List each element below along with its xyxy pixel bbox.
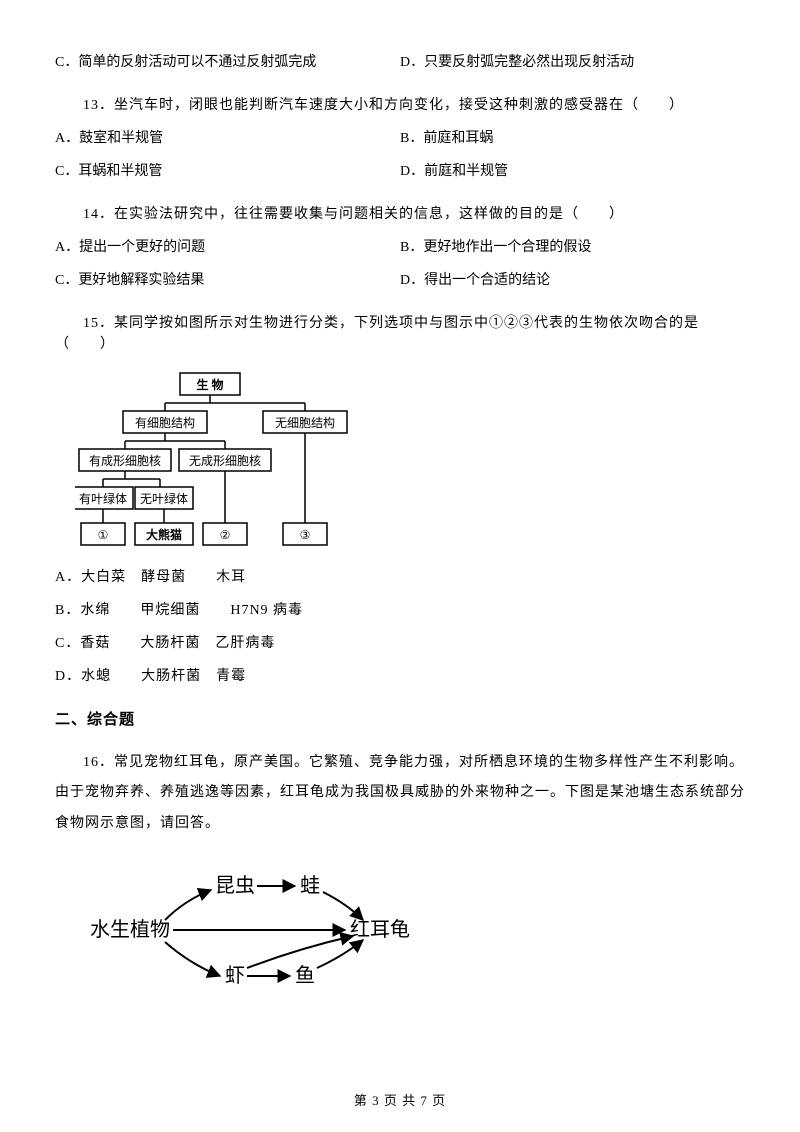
foodweb-shrimp: 虾 (225, 964, 245, 987)
q13-stem: 13．坐汽车时，闭眼也能判断汽车速度大小和方向变化，接受这种刺激的感受器在（ ） (55, 95, 745, 116)
page: C．简单的反射活动可以不通过反射弧完成 D．只要反射弧完整必然出现反射活动 13… (0, 0, 800, 1132)
q12-options-cd: C．简单的反射活动可以不通过反射弧完成 D．只要反射弧完整必然出现反射活动 (55, 52, 745, 73)
q15-option-d: D．水螅 大肠杆菌 青霉 (55, 666, 745, 687)
tree-root: 生 物 (196, 377, 223, 392)
foodweb-frog: 蛙 (300, 874, 320, 897)
foodweb-insect: 昆虫 (215, 874, 255, 897)
q13-option-b: B．前庭和耳蜗 (400, 128, 745, 149)
q14-stem: 14．在实验法研究中，往往需要收集与问题相关的信息，这样做的目的是（ ） (55, 204, 745, 225)
q14-option-a: A．提出一个更好的问题 (55, 237, 400, 258)
q12-option-c: C．简单的反射活动可以不通过反射弧完成 (55, 52, 400, 73)
classification-tree-diagram: 生 物 有细胞结构 无细胞结构 有成形细胞核 无 (75, 371, 745, 551)
food-web-diagram: 水生植物 昆虫 蛙 虾 鱼 红耳龟 (85, 864, 745, 994)
foodweb-fish: 鱼 (295, 964, 315, 987)
q15-option-a: A．大白菜 酵母菌 木耳 (55, 567, 745, 588)
tree-l3b: 无叶绿体 (140, 491, 188, 506)
q15-option-c: C．香菇 大肠杆菌 乙肝病毒 (55, 633, 745, 654)
q14-options-ab: A．提出一个更好的问题 B．更好地作出一个合理的假设 (55, 237, 745, 258)
section2-heading: 二、综合题 (55, 709, 745, 732)
q12-option-d: D．只要反射弧完整必然出现反射活动 (400, 52, 745, 73)
q14-options-cd: C．更好地解释实验结果 D．得出一个合适的结论 (55, 270, 745, 291)
tree-l1b: 无细胞结构 (275, 415, 335, 430)
q15-option-b: B．水绵 甲烷细菌 H7N9 病毒 (55, 600, 745, 621)
q13-option-a: A．鼓室和半规管 (55, 128, 400, 149)
q15-stem: 15．某同学按如图所示对生物进行分类，下列选项中与图示中①②③代表的生物依次吻合… (55, 313, 745, 355)
tree-l3a: 有叶绿体 (79, 491, 127, 506)
tree-leaf4: ③ (300, 528, 311, 542)
tree-leaf3: ② (220, 528, 231, 542)
q13-option-c: C．耳蜗和半规管 (55, 161, 400, 182)
q16-stem: 16．常见宠物红耳龟，原产美国。它繁殖、竞争能力强，对所栖息环境的生物多样性产生… (55, 748, 745, 840)
tree-leaf2: 大熊猫 (146, 527, 182, 542)
foodweb-turtle: 红耳龟 (350, 918, 410, 941)
q13-option-d: D．前庭和半规管 (400, 161, 745, 182)
q13-options-ab: A．鼓室和半规管 B．前庭和耳蜗 (55, 128, 745, 149)
tree-l1a: 有细胞结构 (135, 415, 195, 430)
q14-option-b: B．更好地作出一个合理的假设 (400, 237, 745, 258)
tree-leaf1: ① (98, 528, 109, 542)
q13-options-cd: C．耳蜗和半规管 D．前庭和半规管 (55, 161, 745, 182)
tree-l2a: 有成形细胞核 (89, 454, 161, 468)
page-footer: 第 3 页 共 7 页 (0, 1091, 800, 1111)
tree-l2b: 无成形细胞核 (189, 454, 261, 468)
q14-option-d: D．得出一个合适的结论 (400, 270, 745, 291)
foodweb-plant: 水生植物 (90, 918, 170, 941)
q14-option-c: C．更好地解释实验结果 (55, 270, 400, 291)
